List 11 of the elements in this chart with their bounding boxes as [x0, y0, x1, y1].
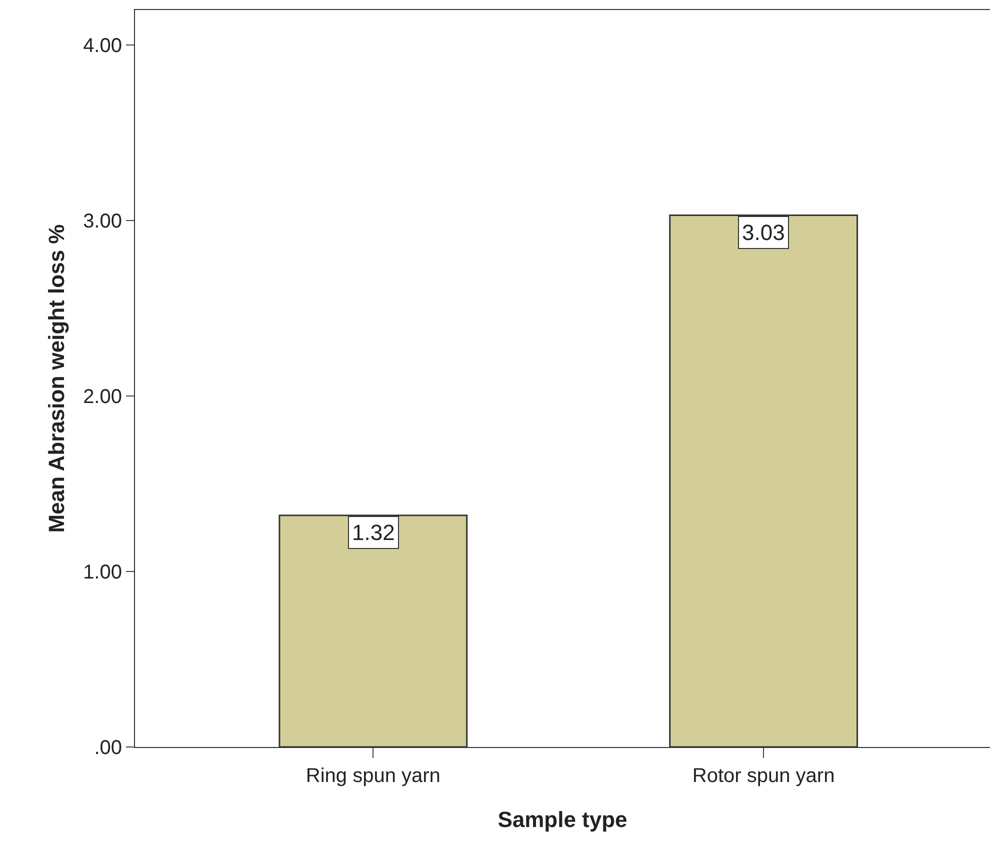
x-tick-label: Rotor spun yarn — [692, 765, 835, 787]
y-tick-label: .00 — [94, 737, 122, 759]
y-tick-label: 1.00 — [83, 562, 122, 584]
y-tick-label: 2.00 — [83, 386, 122, 408]
data-label: 3.03 — [742, 220, 785, 245]
x-axis-title: Sample type — [498, 806, 628, 832]
y-tick-label: 3.00 — [83, 210, 122, 233]
y-axis-title: Mean Abrasion weight loss % — [44, 224, 69, 533]
x-tick-label: Ring spun yarn — [306, 765, 440, 787]
data-label: 1.32 — [352, 520, 395, 545]
y-tick-label: 4.00 — [83, 35, 122, 58]
